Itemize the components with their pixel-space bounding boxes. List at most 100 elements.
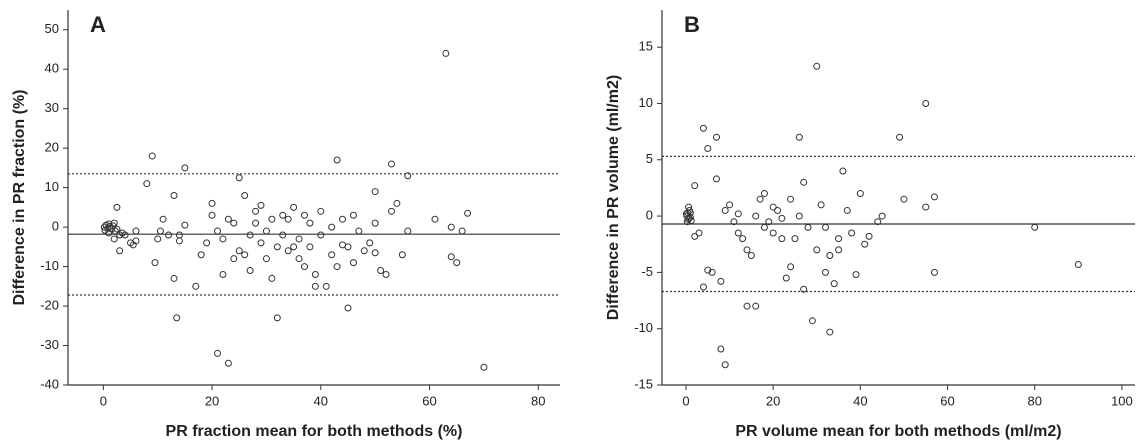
point (355, 227, 363, 235)
x-tick-label: 40 (314, 393, 328, 408)
point (295, 255, 303, 263)
point (752, 212, 760, 220)
point (404, 227, 412, 235)
point (197, 251, 205, 259)
y-tick-label: 50 (45, 21, 59, 36)
y-tick-label: -20 (40, 297, 59, 312)
point (257, 239, 265, 247)
point (208, 199, 216, 207)
point (787, 263, 795, 271)
point (743, 302, 751, 310)
point (339, 215, 347, 223)
point (393, 199, 401, 207)
point (691, 232, 699, 240)
point (219, 235, 227, 243)
point (800, 178, 808, 186)
x-tick-label: 40 (853, 393, 867, 408)
point (821, 268, 829, 276)
point (349, 259, 357, 267)
point (821, 223, 829, 231)
point (826, 251, 834, 259)
x-axis-title: PR volume mean for both methods (ml/m2) (735, 423, 1061, 440)
point (431, 215, 439, 223)
point (235, 174, 243, 182)
point (284, 247, 292, 255)
point (290, 243, 298, 251)
point (387, 160, 395, 168)
point (447, 253, 455, 261)
point (683, 218, 691, 226)
point (111, 227, 119, 235)
point (273, 314, 281, 322)
point (721, 361, 729, 369)
point (726, 201, 734, 209)
point (105, 229, 113, 237)
point (712, 175, 720, 183)
point (322, 282, 330, 290)
point (848, 229, 856, 237)
point (791, 235, 799, 243)
point (442, 49, 450, 57)
point (151, 259, 159, 267)
point (241, 251, 249, 259)
y-tick-label: 10 (45, 179, 59, 194)
y-tick-label: -15 (634, 376, 653, 391)
point (241, 192, 249, 200)
point (116, 247, 124, 255)
point (246, 267, 254, 275)
point (192, 282, 200, 290)
point (306, 243, 314, 251)
point (813, 62, 821, 70)
point (878, 212, 886, 220)
point (170, 192, 178, 200)
y-tick-label: 30 (45, 100, 59, 115)
point (170, 274, 178, 282)
point (817, 201, 825, 209)
point (143, 180, 151, 188)
point (252, 207, 260, 215)
point (165, 231, 173, 239)
point (835, 235, 843, 243)
point (279, 211, 287, 219)
point (257, 201, 265, 209)
point (760, 190, 768, 198)
point (765, 218, 773, 226)
point (686, 209, 694, 217)
point (453, 259, 461, 267)
x-tick-label: 80 (1027, 393, 1041, 408)
point (154, 235, 162, 243)
point (371, 249, 379, 257)
y-tick-label: -10 (634, 320, 653, 335)
point (110, 219, 118, 227)
point (219, 270, 227, 278)
point (377, 267, 385, 275)
point (769, 203, 777, 211)
point (778, 235, 786, 243)
point (839, 167, 847, 175)
point (371, 219, 379, 227)
x-tick-label: 80 (531, 393, 545, 408)
y-tick-label: 0 (646, 208, 653, 223)
point (224, 359, 232, 367)
point (687, 217, 695, 225)
point (349, 211, 357, 219)
point (830, 280, 838, 288)
point (279, 231, 287, 239)
y-tick-label: -30 (40, 337, 59, 352)
x-tick-label: 100 (1111, 393, 1133, 408)
x-tick-label: 0 (682, 393, 689, 408)
point (317, 207, 325, 215)
point (175, 231, 183, 239)
point (699, 124, 707, 132)
y-tick-label: 15 (639, 39, 653, 54)
y-tick-label: -40 (40, 376, 59, 391)
point (1031, 223, 1039, 231)
point (826, 328, 834, 336)
point (224, 215, 232, 223)
point (382, 270, 390, 278)
x-tick-label: 60 (940, 393, 954, 408)
point (235, 247, 243, 255)
x-tick-label: 20 (205, 393, 219, 408)
y-tick-label: 0 (52, 219, 59, 234)
point (387, 207, 395, 215)
